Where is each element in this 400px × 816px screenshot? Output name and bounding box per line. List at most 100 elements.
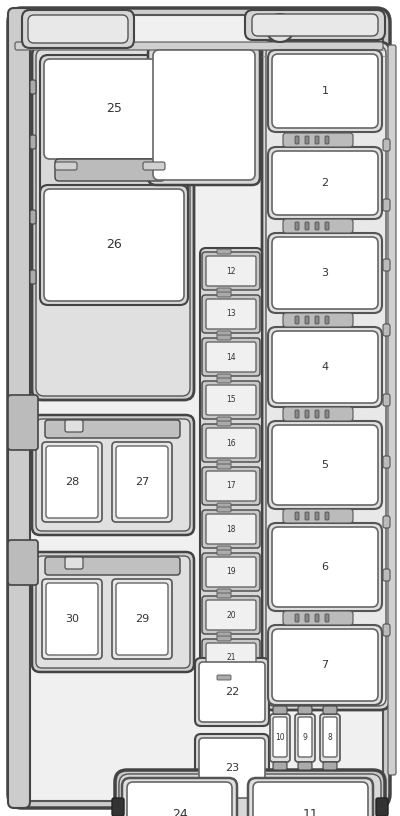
Text: 3: 3 [322, 268, 328, 278]
FancyBboxPatch shape [383, 394, 390, 406]
FancyBboxPatch shape [262, 42, 390, 710]
FancyBboxPatch shape [323, 706, 337, 714]
FancyBboxPatch shape [383, 516, 390, 528]
FancyBboxPatch shape [298, 717, 312, 757]
FancyBboxPatch shape [295, 316, 299, 324]
FancyBboxPatch shape [202, 467, 260, 505]
FancyBboxPatch shape [127, 782, 232, 816]
FancyBboxPatch shape [272, 151, 378, 215]
FancyBboxPatch shape [305, 512, 309, 520]
Text: 30: 30 [65, 614, 79, 624]
FancyBboxPatch shape [298, 706, 312, 714]
FancyBboxPatch shape [217, 417, 231, 422]
FancyBboxPatch shape [272, 331, 378, 403]
FancyBboxPatch shape [44, 189, 184, 301]
FancyBboxPatch shape [323, 717, 337, 757]
Text: 10: 10 [275, 733, 285, 742]
FancyBboxPatch shape [248, 778, 373, 816]
FancyBboxPatch shape [202, 424, 260, 462]
Text: 20: 20 [226, 610, 236, 619]
FancyBboxPatch shape [206, 471, 256, 501]
FancyBboxPatch shape [206, 385, 256, 415]
FancyBboxPatch shape [42, 579, 102, 659]
FancyBboxPatch shape [315, 512, 319, 520]
FancyBboxPatch shape [268, 421, 382, 509]
FancyBboxPatch shape [283, 219, 353, 233]
FancyBboxPatch shape [268, 147, 382, 219]
FancyBboxPatch shape [315, 136, 319, 144]
FancyBboxPatch shape [217, 546, 231, 551]
FancyBboxPatch shape [65, 557, 83, 569]
FancyBboxPatch shape [383, 199, 390, 211]
Text: 29: 29 [135, 614, 149, 624]
FancyBboxPatch shape [32, 552, 194, 672]
FancyBboxPatch shape [295, 614, 299, 622]
FancyBboxPatch shape [206, 557, 256, 587]
FancyBboxPatch shape [202, 639, 260, 677]
Text: 6: 6 [322, 562, 328, 572]
FancyBboxPatch shape [55, 159, 165, 181]
FancyBboxPatch shape [253, 782, 368, 816]
FancyBboxPatch shape [55, 162, 77, 170]
FancyBboxPatch shape [217, 589, 231, 594]
FancyBboxPatch shape [305, 410, 309, 418]
FancyBboxPatch shape [202, 252, 260, 290]
FancyBboxPatch shape [65, 420, 83, 432]
FancyBboxPatch shape [325, 512, 329, 520]
FancyBboxPatch shape [315, 316, 319, 324]
FancyBboxPatch shape [116, 446, 168, 518]
FancyBboxPatch shape [36, 49, 190, 396]
FancyBboxPatch shape [268, 625, 382, 705]
FancyBboxPatch shape [388, 45, 396, 775]
FancyBboxPatch shape [115, 770, 385, 816]
FancyBboxPatch shape [272, 527, 378, 607]
FancyBboxPatch shape [283, 509, 353, 523]
FancyBboxPatch shape [283, 611, 353, 625]
FancyBboxPatch shape [46, 583, 98, 655]
Text: 4: 4 [322, 362, 328, 372]
FancyBboxPatch shape [272, 629, 378, 701]
FancyBboxPatch shape [266, 46, 386, 706]
FancyBboxPatch shape [30, 80, 36, 94]
FancyBboxPatch shape [295, 136, 299, 144]
Text: 15: 15 [226, 396, 236, 405]
FancyBboxPatch shape [270, 714, 290, 762]
FancyBboxPatch shape [315, 410, 319, 418]
FancyBboxPatch shape [272, 425, 378, 505]
Text: 13: 13 [226, 309, 236, 318]
FancyBboxPatch shape [273, 706, 287, 714]
Text: 5: 5 [322, 460, 328, 470]
FancyBboxPatch shape [325, 614, 329, 622]
Text: 1: 1 [322, 86, 328, 96]
FancyBboxPatch shape [206, 256, 256, 286]
FancyBboxPatch shape [217, 335, 231, 340]
FancyBboxPatch shape [273, 717, 287, 757]
FancyBboxPatch shape [32, 45, 194, 400]
FancyBboxPatch shape [195, 734, 269, 802]
FancyBboxPatch shape [217, 507, 231, 512]
FancyBboxPatch shape [217, 331, 231, 336]
FancyBboxPatch shape [119, 774, 381, 816]
FancyBboxPatch shape [206, 514, 256, 544]
FancyBboxPatch shape [112, 579, 172, 659]
FancyBboxPatch shape [305, 136, 309, 144]
Text: 8: 8 [328, 733, 332, 742]
FancyBboxPatch shape [217, 249, 231, 254]
FancyBboxPatch shape [46, 446, 98, 518]
Text: 18: 18 [226, 525, 236, 534]
FancyBboxPatch shape [305, 614, 309, 622]
FancyBboxPatch shape [32, 415, 194, 535]
FancyBboxPatch shape [206, 643, 256, 673]
FancyBboxPatch shape [283, 133, 353, 147]
Text: 14: 14 [226, 353, 236, 361]
Text: 28: 28 [65, 477, 79, 487]
Text: 19: 19 [226, 567, 236, 576]
FancyBboxPatch shape [315, 222, 319, 230]
FancyBboxPatch shape [206, 600, 256, 630]
FancyBboxPatch shape [8, 540, 38, 585]
FancyBboxPatch shape [320, 714, 340, 762]
FancyBboxPatch shape [268, 50, 382, 132]
FancyBboxPatch shape [30, 270, 36, 284]
FancyBboxPatch shape [200, 248, 262, 678]
FancyBboxPatch shape [153, 50, 255, 180]
